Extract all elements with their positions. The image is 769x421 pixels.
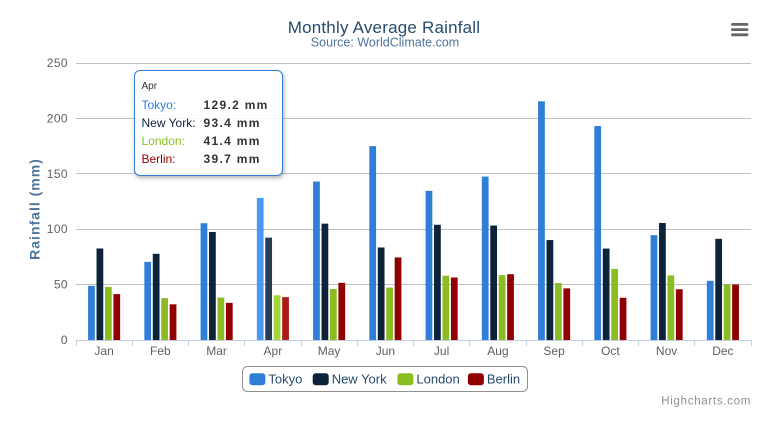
svg-text:Rainfall (mm): Rainfall (mm) [27,158,43,260]
svg-text:Mar: Mar [206,344,227,358]
svg-text:150: 150 [47,167,68,181]
svg-text:250: 250 [47,56,68,70]
svg-text:50: 50 [54,278,68,292]
svg-text:Tokyo: Tokyo [268,372,302,387]
svg-text:Jun: Jun [376,344,395,358]
svg-text:200: 200 [47,111,68,125]
svg-text:Jan: Jan [94,344,113,358]
svg-text:Jul: Jul [434,344,449,358]
svg-text:Monthly Average Rainfall: Monthly Average Rainfall [288,18,481,37]
svg-text:Dec: Dec [712,344,733,358]
svg-text:London: London [416,372,459,387]
svg-text:May: May [318,344,341,358]
svg-text:New York: New York [332,372,387,387]
svg-text:Nov: Nov [656,344,677,358]
svg-text:Sep: Sep [543,344,565,358]
svg-text:Berlin: Berlin [487,372,520,387]
svg-text:0: 0 [61,333,68,347]
svg-text:Oct: Oct [601,344,620,358]
svg-text:Highcharts.com: Highcharts.com [661,396,751,408]
svg-text:Feb: Feb [150,344,171,358]
svg-text:100: 100 [47,222,68,236]
svg-text:Aug: Aug [487,344,508,358]
svg-text:Apr: Apr [264,344,283,358]
svg-text:Source: WorldClimate.com: Source: WorldClimate.com [311,36,459,50]
